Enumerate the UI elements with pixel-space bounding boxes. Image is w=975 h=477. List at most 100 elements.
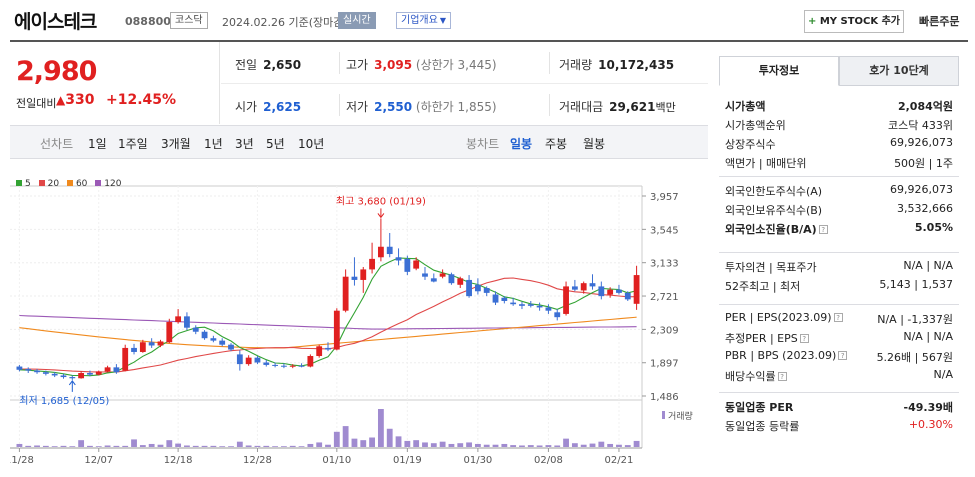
stat-value: 3,095 [374, 58, 413, 72]
tab-investment-info[interactable]: 투자정보 [719, 56, 839, 86]
candle-chart[interactable]: 5 20 60 120 3,957 3,545 3,133 2,721 2,309 1,8… [5, 170, 700, 470]
help-icon[interactable]: ? [777, 372, 787, 381]
volume-bar [25, 445, 32, 447]
stat-volume: 거래량 10,172,435 [559, 56, 674, 73]
y-tick-label: 1,897 [650, 359, 679, 370]
period-1w[interactable]: 1주일 [118, 137, 148, 151]
x-tick-label: 01/30 [463, 455, 492, 466]
help-icon[interactable]: ? [818, 225, 828, 234]
info-value: 500원 | 1주 [894, 157, 953, 170]
help-icon[interactable]: ? [833, 313, 843, 322]
candle-body [527, 304, 534, 306]
volume-bar [492, 444, 499, 447]
add-mystock-button[interactable]: + MY STOCK 추가 [804, 10, 904, 33]
x-tick-label: 02/08 [534, 455, 563, 466]
candle-body [78, 373, 85, 379]
period-1y[interactable]: 1년 [204, 137, 223, 151]
x-tick-label: 12/28 [243, 455, 272, 466]
candle-body [369, 258, 375, 270]
info-label: 52주최고 | 최저 [725, 278, 800, 294]
divider [339, 52, 340, 74]
period-5y[interactable]: 5년 [266, 137, 285, 151]
candle-body [360, 269, 367, 280]
volume-bar [413, 440, 420, 447]
company-info-dropdown[interactable]: 기업개요 ▼ [396, 12, 451, 29]
header-divider [10, 40, 968, 42]
info-label: PER | EPS(2023.09)? [725, 311, 843, 324]
info-row: 외국인소진율(B/A)? 5.05% [725, 221, 953, 237]
volume-bar [69, 446, 76, 447]
candle-body [404, 258, 411, 272]
period-10y[interactable]: 10년 [298, 137, 325, 151]
quick-order-button[interactable]: 빠른주문 [919, 15, 960, 28]
x-tick-label: 12/18 [164, 455, 193, 466]
info-label: 액면가 | 매매단위 [725, 155, 807, 171]
candle-body [316, 346, 323, 357]
divider [339, 94, 340, 116]
period-3m[interactable]: 3개월 [161, 137, 191, 151]
investment-info-panel: 투자정보 호가 10단계 시가총액 2,084억원 시가총액순위 코스닥 433위 상장… [719, 56, 959, 477]
candle-body [386, 246, 393, 255]
info-value: 69,926,073 [890, 136, 953, 149]
info-label-text: 투자의견 | 목표주가 [725, 261, 817, 274]
volume-bar [616, 444, 622, 447]
y-tick-label: 3,545 [650, 225, 679, 236]
volume-bar [624, 445, 631, 447]
period-monthly[interactable]: 월봉 [583, 137, 606, 151]
info-value: +0.30% [908, 418, 953, 431]
legend-swatch-60 [66, 180, 73, 186]
info-label-text: 동일업종 등락률 [725, 420, 800, 433]
info-label: 외국인보유주식수(B) [725, 202, 822, 218]
candle-body [342, 276, 349, 311]
candle-body [624, 292, 631, 300]
company-name[interactable]: 에이스테크 [14, 11, 97, 33]
ma5-line [19, 257, 637, 377]
candle-body [519, 304, 525, 306]
volume-bar [333, 431, 340, 447]
add-mystock-label: MY STOCK 추가 [819, 16, 901, 27]
volume-label: 거래량 [668, 410, 693, 422]
candle-body [113, 367, 120, 373]
volume-bar [422, 442, 428, 447]
divider [549, 94, 550, 116]
candle-body [272, 364, 279, 366]
info-value: 5.26배 | 567원 [876, 351, 953, 364]
info-row: 외국인보유주식수(B) 3,532,666 [725, 202, 953, 218]
realtime-badge[interactable]: 실시간 [338, 12, 376, 29]
info-value: 5.05% [914, 221, 953, 234]
candle-body [210, 338, 217, 341]
period-3y[interactable]: 3년 [235, 137, 254, 151]
candle-body [228, 344, 234, 350]
info-label-text: 외국인소진율(B/A) [725, 223, 817, 236]
stat-high: 고가 3,095 (상한가 3,445) [346, 56, 497, 73]
period-weekly[interactable]: 주봉 [545, 137, 568, 151]
candle-body [536, 305, 543, 308]
volume-bar [34, 445, 40, 447]
chart-canvas[interactable]: 3,957 3,545 3,133 2,721 2,309 1,897 1,486 11/28… [5, 170, 700, 470]
candle-body [571, 286, 578, 290]
help-icon[interactable]: ? [799, 334, 809, 343]
candle-body [245, 357, 252, 365]
volume-bar [104, 445, 111, 447]
tab-orderbook[interactable]: 호가 10단계 [839, 56, 959, 86]
volume-bar [228, 446, 234, 447]
candle-body [422, 273, 428, 277]
candle-body [474, 284, 481, 292]
chevron-down-icon: ▼ [439, 16, 446, 25]
volume-bar [536, 445, 543, 447]
ma120-line [19, 314, 637, 330]
period-1d[interactable]: 1일 [88, 137, 107, 151]
volume-bar [545, 445, 552, 447]
row-divider [221, 83, 708, 84]
candle-body [413, 260, 420, 269]
volume-bar [633, 440, 640, 447]
period-daily[interactable]: 일봉 [510, 137, 533, 151]
volume-bar [245, 445, 252, 447]
candle-chart-label: 봉차트 [466, 137, 500, 151]
candle-body [87, 373, 93, 375]
info-label-text: 배당수익률 [725, 370, 776, 383]
x-tick-label: 02/21 [605, 455, 634, 466]
info-row: 외국인한도주식수(A) 69,926,073 [725, 183, 953, 199]
volume-bar [439, 441, 446, 447]
help-icon[interactable]: ? [838, 351, 848, 360]
